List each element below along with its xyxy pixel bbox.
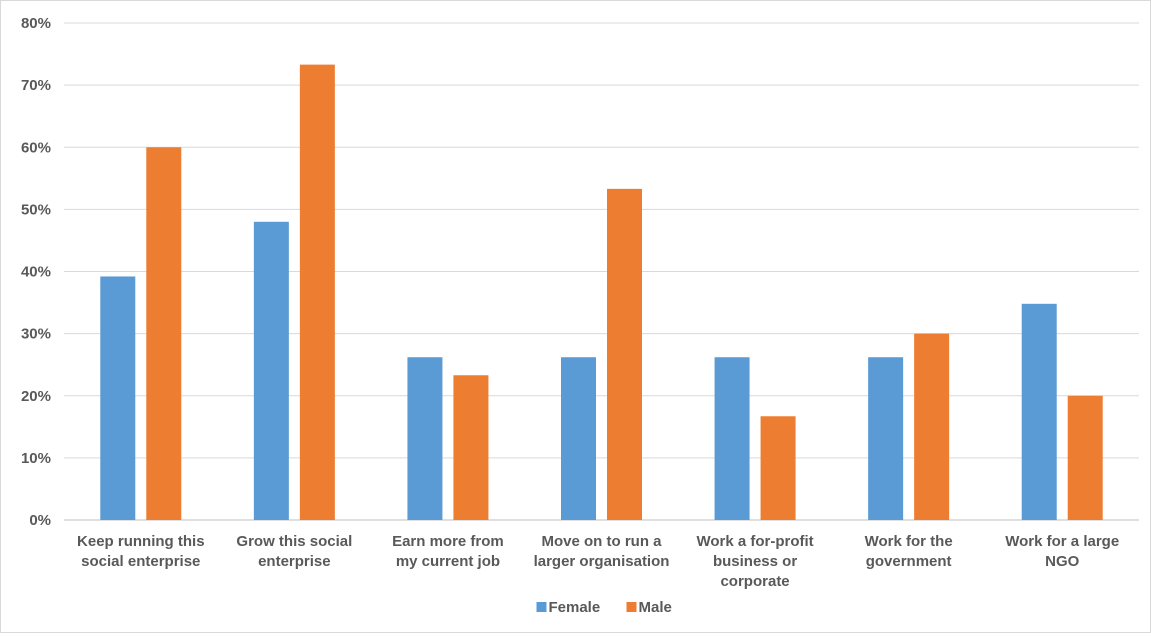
bar-female (100, 276, 136, 520)
y-tick-label: 30% (21, 326, 51, 343)
y-tick-label: 50% (21, 201, 51, 218)
legend-swatch-male (626, 602, 637, 612)
bar-male (914, 333, 950, 520)
legend: Female Male (536, 599, 672, 616)
x-tick-label: Work for a large NGO (1005, 533, 1119, 570)
bars (100, 64, 1103, 521)
bar-male (453, 375, 489, 520)
bar-female (714, 357, 750, 520)
bar-male (760, 416, 796, 520)
y-tick-label: 0% (29, 512, 51, 529)
x-tick-label: Grow this social enterprise (236, 533, 352, 570)
bar-female (561, 357, 596, 520)
x-tick-label: Work a for-profit business or corporate (696, 533, 813, 590)
x-tick-label: Earn more from my current job (392, 533, 504, 570)
bar-female (1021, 303, 1057, 520)
legend-label-male: Male (639, 599, 672, 616)
x-tick-label: Work for the government (865, 533, 953, 570)
x-axis: Keep running this social enterprise Grow t… (77, 533, 1119, 590)
x-tick-label: Keep running this social enterprise (77, 533, 205, 570)
y-axis: 0% 10% 20% 30% 40% 50% 60% 70% 80% (21, 15, 51, 529)
y-tick-label: 10% (21, 450, 51, 467)
y-tick-label: 70% (21, 77, 51, 94)
y-tick-label: 80% (21, 15, 51, 32)
bar-male (607, 188, 642, 520)
bar-male (299, 64, 335, 520)
y-tick-label: 40% (21, 264, 51, 281)
bar-female (253, 221, 289, 521)
bar-female (407, 357, 443, 520)
bar-male (146, 147, 182, 520)
x-tick-label: Move on to run a larger organisation (534, 533, 670, 570)
bar-male (1067, 395, 1103, 520)
legend-label-female: Female (549, 599, 601, 616)
legend-swatch-female (536, 602, 547, 612)
gridlines (64, 22, 1139, 521)
y-tick-label: 60% (21, 139, 51, 156)
bar-female (868, 357, 904, 520)
y-tick-label: 20% (21, 388, 51, 405)
